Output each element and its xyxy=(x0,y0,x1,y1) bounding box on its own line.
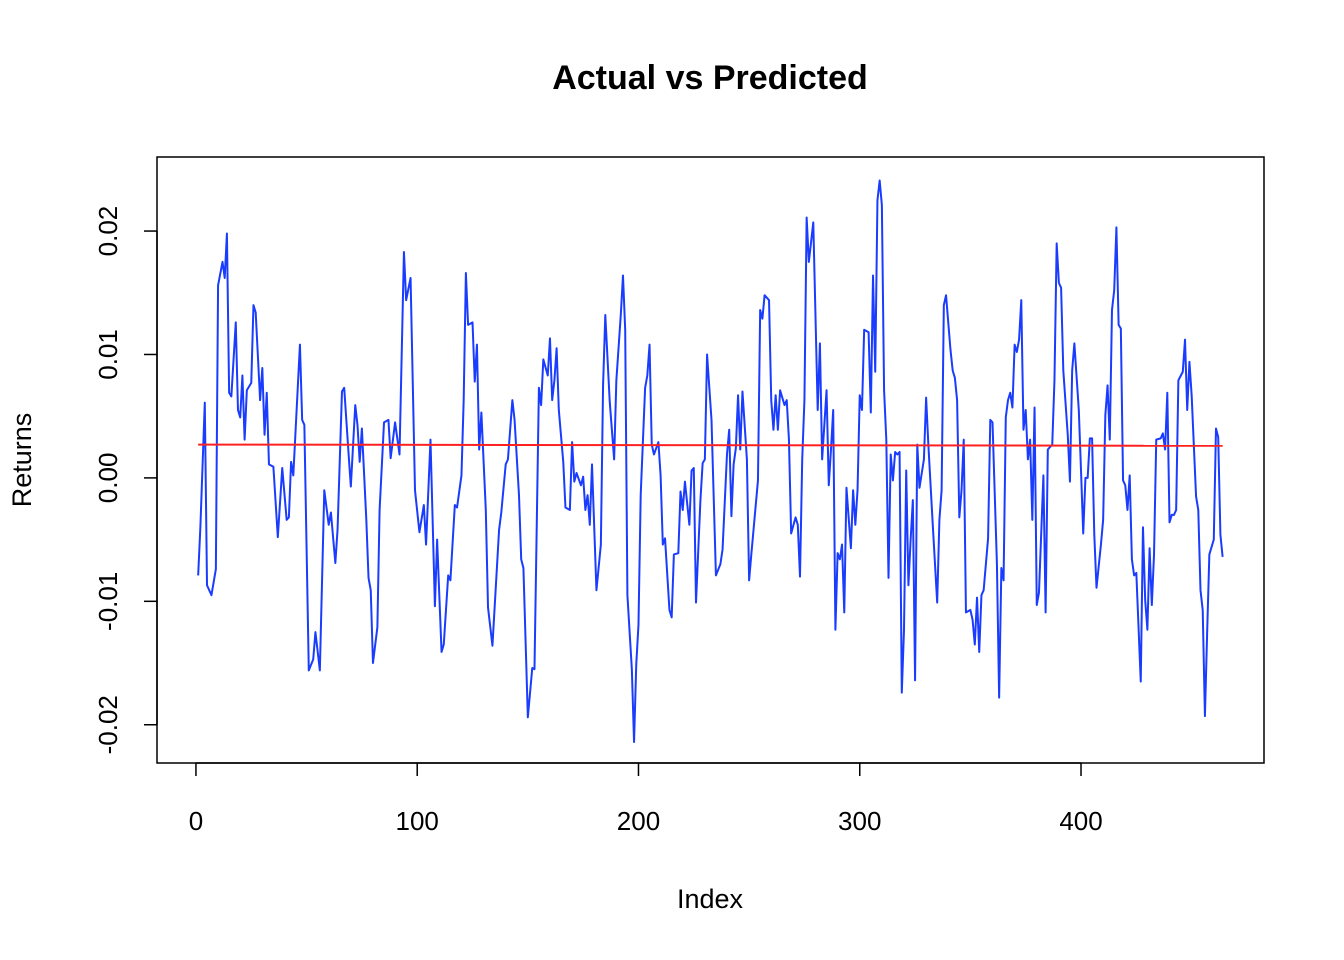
x-tick-label: 400 xyxy=(1059,806,1102,836)
y-tick-label: -0.02 xyxy=(93,695,123,754)
x-axis-label: Index xyxy=(677,884,744,914)
y-tick-label: -0.01 xyxy=(93,572,123,631)
series-line xyxy=(197,179,1224,744)
y-axis-label: Returns xyxy=(7,413,37,508)
y-tick-label: 0.02 xyxy=(93,206,123,257)
x-tick-label: 300 xyxy=(838,806,881,836)
x-tick-label: 0 xyxy=(189,806,203,836)
y-tick-label: 0.00 xyxy=(93,453,123,504)
chart-title: Actual vs Predicted xyxy=(552,59,868,97)
x-tick-label: 100 xyxy=(396,806,439,836)
x-tick-label: 200 xyxy=(617,806,660,836)
series-line xyxy=(198,443,1223,447)
y-tick-label: 0.01 xyxy=(93,329,123,380)
